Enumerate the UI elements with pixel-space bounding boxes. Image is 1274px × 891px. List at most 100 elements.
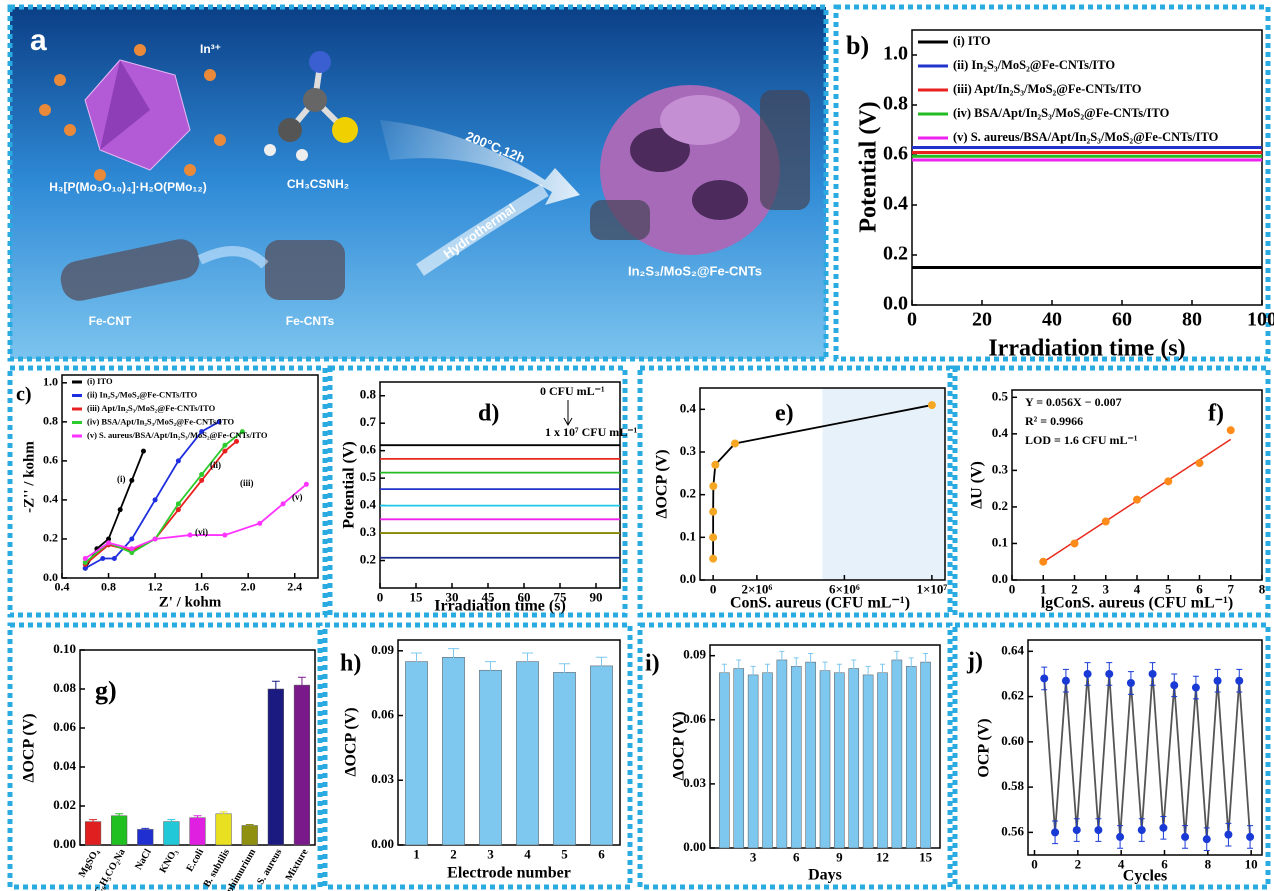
x-tick-label: 2×10⁶: [741, 581, 772, 596]
data-point: [1040, 674, 1049, 683]
panel-label: a: [30, 24, 47, 57]
x-tick-label: 80: [1182, 309, 1202, 331]
y-tick-label: 0.02: [53, 797, 76, 812]
data-point: [1070, 539, 1079, 548]
error-bar: [721, 663, 727, 682]
error-bar: [595, 656, 608, 676]
bar: [905, 666, 917, 849]
data-point: [152, 497, 158, 503]
y-axis-label: Potential (V): [341, 441, 358, 529]
data-point: [927, 401, 936, 410]
data-point: [1094, 826, 1103, 835]
bar: [442, 657, 465, 846]
data-point: [303, 481, 309, 487]
panel-label: j): [966, 649, 983, 675]
molecule-icon: [264, 51, 358, 161]
bar: [790, 666, 802, 849]
error-bar: [219, 811, 228, 817]
y-tick-label: 0.5: [992, 388, 1009, 403]
data-point: [1191, 683, 1200, 692]
y-tick-label: 0.6: [43, 453, 58, 467]
x-tick-label: 0: [1009, 581, 1016, 596]
y-tick-label: 0.60: [1001, 733, 1024, 748]
bar: [241, 825, 258, 846]
y-tick-label: 0.7: [360, 414, 377, 429]
panel-label: b): [846, 31, 869, 60]
y-tick-label: 0.03: [371, 771, 394, 786]
y-tick-label: 0.5: [360, 469, 377, 484]
x-tick-label: 6: [1196, 581, 1203, 596]
plot-frame: [699, 387, 946, 581]
product-icon: [590, 85, 810, 255]
plot-frame: [379, 381, 621, 589]
legend-label: (iii) Apt/In₂S₃/MoS₂@Fe-CNTs/ITO: [953, 82, 1142, 96]
x-tick-label: 12: [876, 849, 889, 864]
data-point: [1126, 679, 1135, 687]
plot-frame: [397, 639, 621, 846]
nanotube-icon: [60, 239, 345, 301]
data-point: [199, 472, 205, 478]
precursor-label: H₃[P(Mo₃O₁₀)₄]·H₂O(PMo₁₂): [49, 180, 206, 194]
y-tick-label: 0.2: [43, 531, 58, 545]
error-bar: [410, 652, 423, 671]
y-tick-label: 0.64: [1001, 642, 1024, 657]
x-axis-label: ConS. aureus (CFU mL⁻¹): [730, 595, 910, 612]
bar: [862, 674, 874, 849]
x-tick-label: 75: [554, 589, 568, 604]
data-point: [82, 565, 88, 571]
error-bar: [245, 824, 254, 827]
annotation: 1 x 10⁷ CFU mL⁻¹: [545, 425, 638, 439]
data-point: [1148, 669, 1157, 678]
data-point: [1159, 823, 1168, 832]
error-bar: [793, 657, 799, 676]
bar: [891, 659, 903, 849]
bar: [267, 688, 284, 846]
plot-background: [822, 388, 945, 580]
x-tick-label: 3: [750, 849, 757, 864]
x-tick-label: 1: [1040, 581, 1047, 596]
x-tick-label: 40: [1042, 309, 1062, 331]
x-tick-label: 2.4: [287, 579, 302, 593]
legend-label: (v) S. aureus/BSA/Apt/In₂S₃/MoS₂@Fe-CNTs…: [87, 430, 268, 440]
data-point: [1164, 477, 1173, 486]
x-tick-label: 15: [919, 849, 933, 864]
annotation: 0 CFU mL⁻¹: [540, 384, 605, 398]
data-point: [709, 533, 718, 542]
x-tick-label: 7: [1228, 581, 1235, 596]
x-axis-label: Electrode number: [447, 865, 571, 882]
y-tick-label: 0.00: [371, 836, 394, 851]
x-axis-label: Z' / kohm: [159, 594, 222, 610]
x-tick-label: 2: [1071, 581, 1078, 596]
data-point: [175, 501, 181, 507]
error-bar: [822, 661, 828, 680]
panel-label: c): [16, 384, 32, 406]
bar: [84, 821, 102, 846]
y-tick-label: 0.4: [992, 425, 1009, 440]
x-tick-label: 6: [1161, 856, 1168, 871]
error-bar: [836, 663, 842, 682]
data-point: [1202, 835, 1211, 844]
data-point: [1101, 517, 1110, 526]
data-point: [222, 442, 228, 448]
y-tick-label: 0.03: [683, 775, 706, 790]
x-tick-label: 0.8: [101, 579, 116, 593]
annotation: (ii): [210, 460, 221, 470]
legend-label: (ii) In₂S₃/MoS₂@Fe-CNTs/ITO: [87, 389, 198, 399]
data-point: [280, 501, 286, 507]
panel-label: e): [775, 401, 794, 427]
x-axis-label: lgConS. aureus (CFU mL⁻¹): [1041, 595, 1234, 612]
x-tick-label: 1.6: [194, 579, 209, 593]
error-bar: [894, 650, 900, 670]
panel-border: [322, 622, 633, 890]
y-tick-label: 0.4: [680, 400, 697, 415]
x-tick-label: 60: [518, 589, 531, 604]
bar: [877, 672, 888, 849]
y-tick-label: 0.10: [53, 641, 76, 656]
y-axis-label: ΔOCP (V): [343, 707, 360, 776]
error-bar: [808, 653, 814, 672]
x-tick-label: 60: [1112, 309, 1132, 331]
data-point: [1116, 832, 1125, 841]
error-bar: [521, 652, 534, 671]
y-axis-label: -Z'' / kohm: [21, 441, 37, 513]
